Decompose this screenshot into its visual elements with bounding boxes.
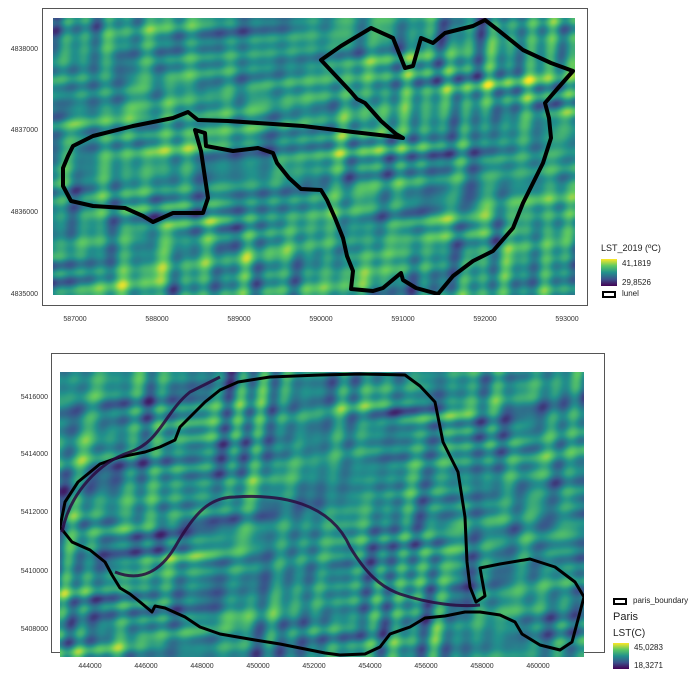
paris-xtick: 444000	[78, 663, 102, 670]
paris-xtick: 450000	[246, 663, 270, 670]
paris-xtick: 452000	[302, 663, 326, 670]
lunel-xtick: 587000	[63, 316, 87, 323]
paris-xtick: 448000	[190, 663, 214, 670]
lunel-boundary	[61, 18, 575, 295]
paris-ytick: 5412000	[20, 509, 48, 516]
paris-xtick: 460000	[526, 663, 550, 670]
paris-legend-colorbar	[613, 643, 629, 669]
lunel-boundary-swatch	[602, 291, 616, 298]
paris-boundary-label: paris_boundary	[633, 596, 689, 605]
paris-xtick: 458000	[470, 663, 494, 670]
paris-legend-max: 45,0283	[634, 643, 663, 652]
lunel-xtick: 593000	[555, 316, 579, 323]
lunel-lst-raster[interactable]	[53, 18, 575, 295]
paris-legend-title: LST(C)	[613, 628, 646, 639]
paris-lst-raster[interactable]	[60, 372, 584, 657]
paris-xtick: 454000	[358, 663, 382, 670]
paris-boundary-swatch	[613, 598, 627, 605]
paris-xtick: 456000	[414, 663, 438, 670]
paris-legend-group-title: Paris	[613, 611, 639, 623]
paris-ytick: 5414000	[20, 451, 48, 458]
lunel-legend-colorbar	[601, 259, 617, 286]
lunel-xtick: 588000	[145, 316, 169, 323]
lunel-ytick: 4836000	[10, 209, 38, 216]
paris-boundary	[60, 372, 584, 657]
lunel-xtick: 591000	[391, 316, 415, 323]
lunel-legend-min: 29,8526	[622, 278, 651, 287]
paris-xtick: 446000	[134, 663, 158, 670]
lunel-xtick: 590000	[309, 316, 333, 323]
lunel-boundary-label: lunel	[622, 289, 639, 298]
paris-ytick: 5410000	[20, 568, 48, 575]
paris-legend-min: 18,3271	[634, 661, 663, 670]
lunel-raster-canvas	[53, 18, 575, 295]
paris-ytick: 5416000	[20, 394, 48, 401]
lunel-legend-max: 41,1819	[622, 259, 651, 268]
lunel-ytick: 4838000	[10, 46, 38, 53]
lunel-legend-title: LST_2019 (ºC)	[601, 243, 661, 253]
lunel-ytick: 4835000	[10, 291, 38, 298]
paris-ytick: 5408000	[20, 626, 48, 633]
lunel-ytick: 4837000	[10, 127, 38, 134]
lunel-xtick: 589000	[227, 316, 251, 323]
lunel-xtick: 592000	[473, 316, 497, 323]
